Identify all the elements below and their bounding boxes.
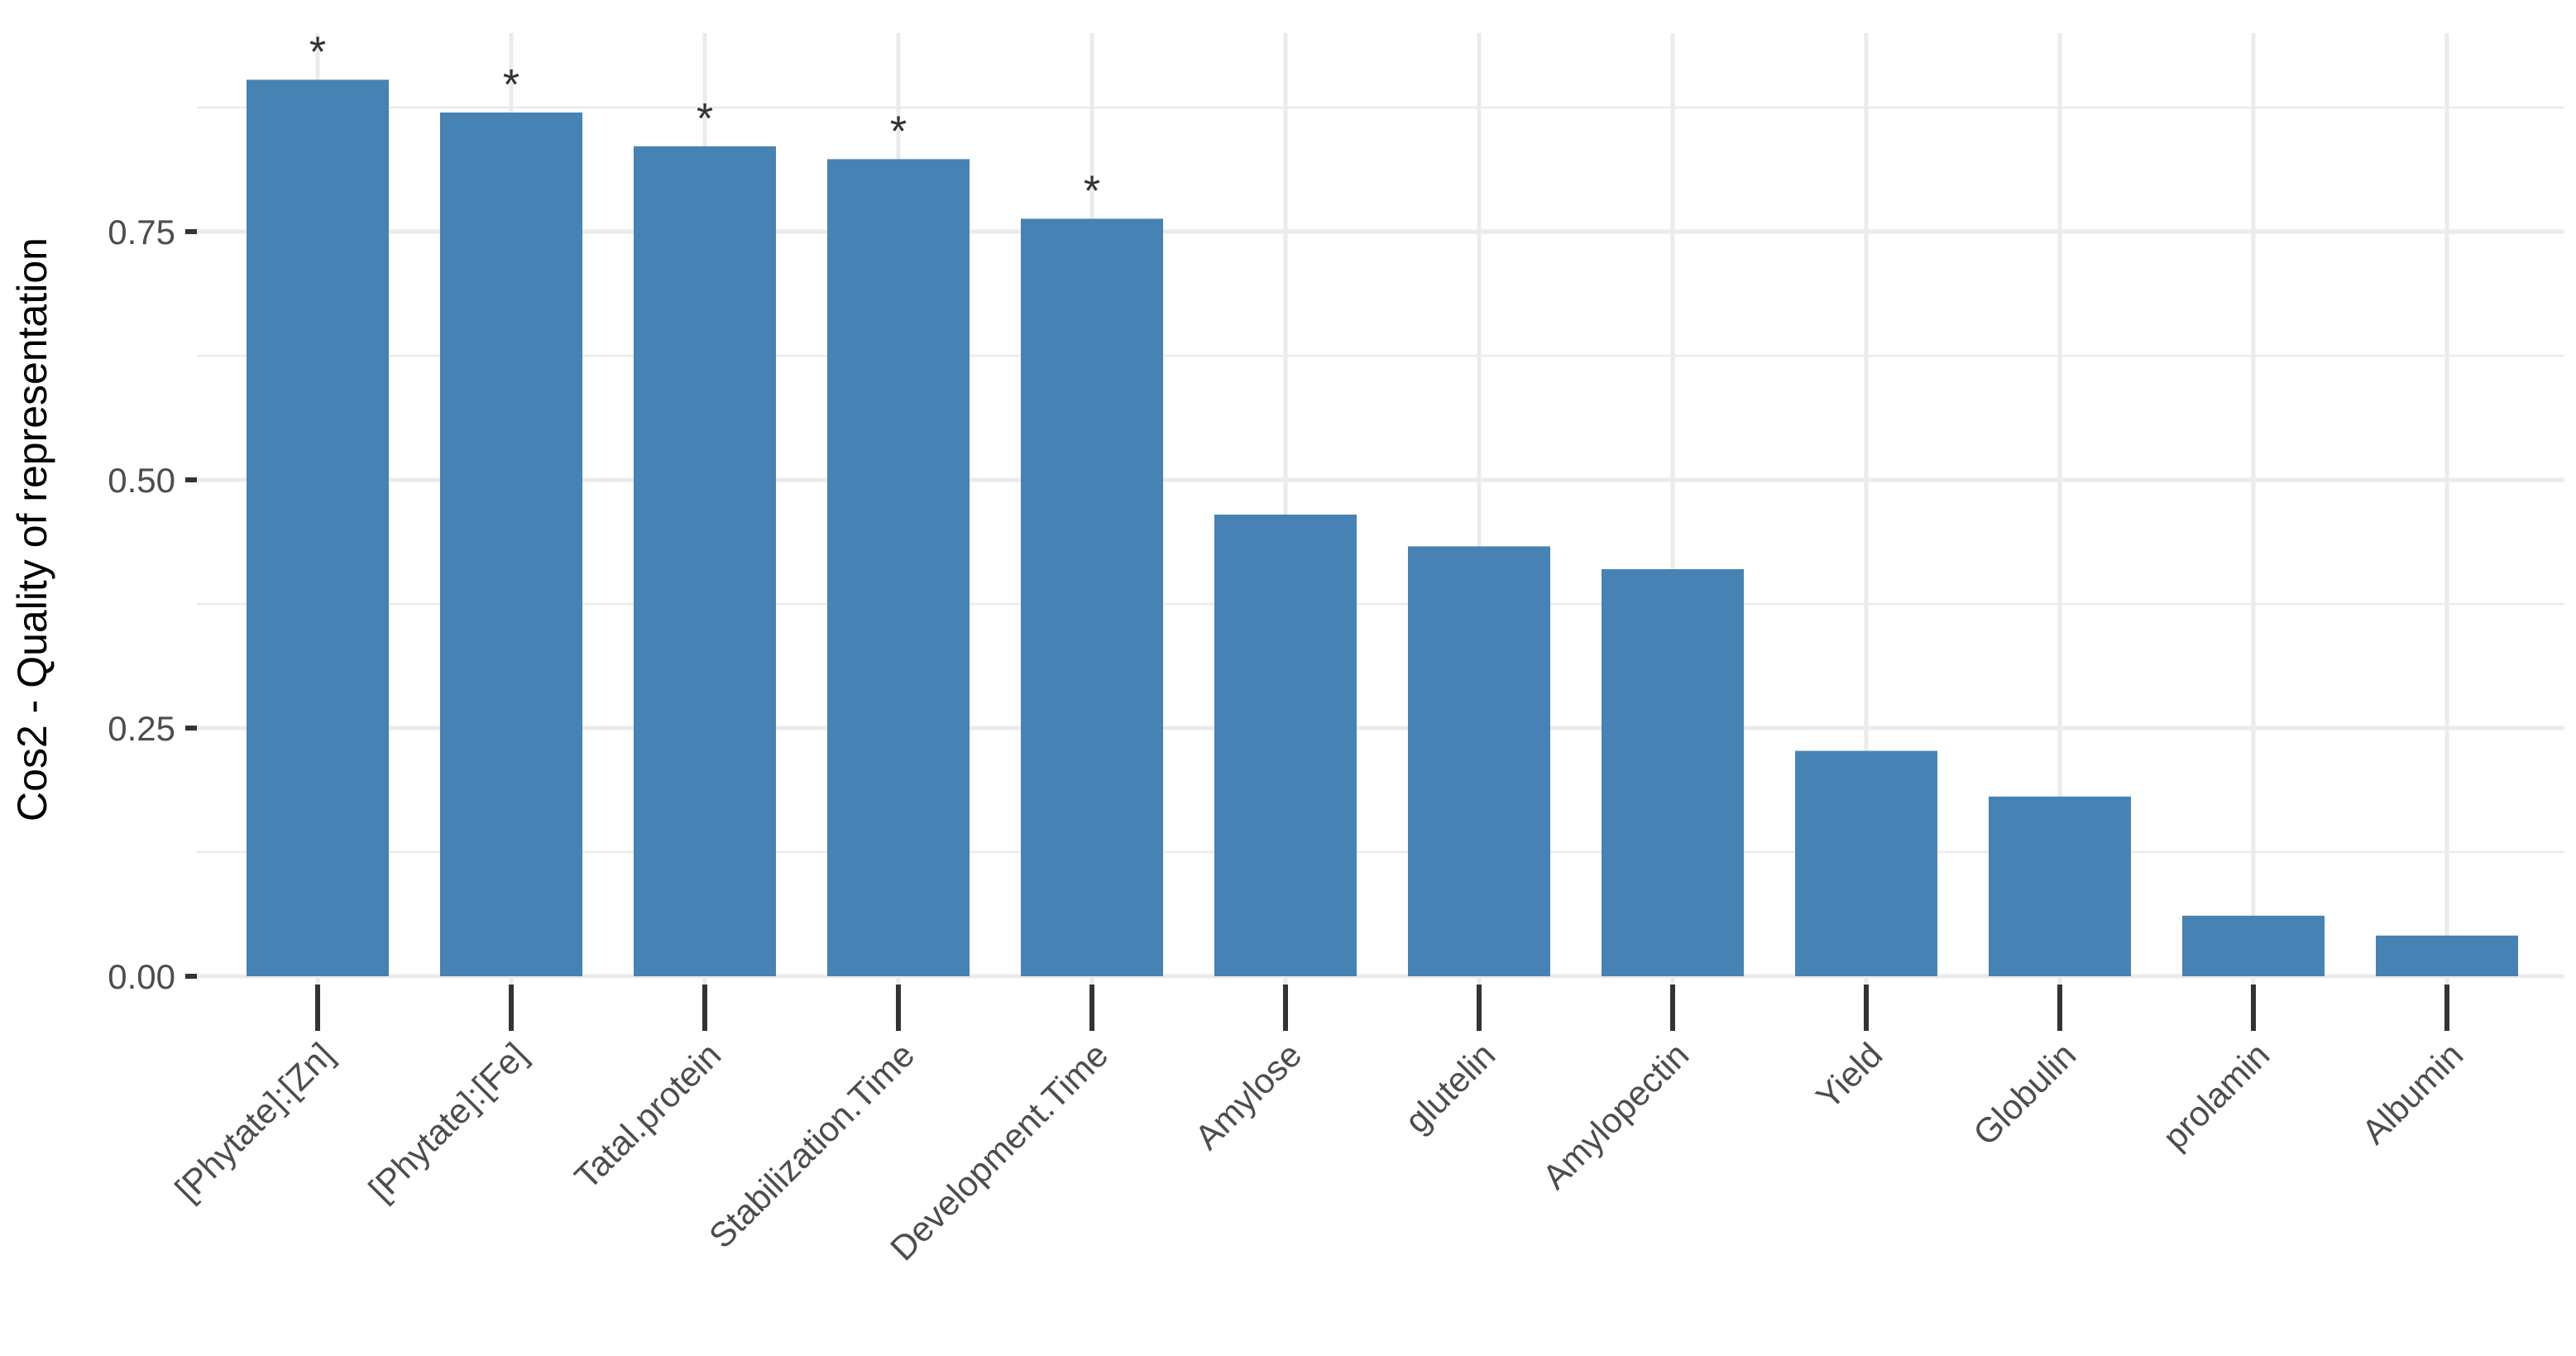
bar <box>440 113 582 976</box>
bar <box>827 159 970 976</box>
bar <box>634 146 776 977</box>
significance-marker: * <box>309 28 326 76</box>
bar <box>1408 546 1550 976</box>
x-tick-label: Tatal.protein <box>567 1035 728 1196</box>
x-tick-label: Amylose <box>1187 1035 1309 1157</box>
y-tick-label: 0.00 <box>108 957 175 996</box>
bar-layer <box>247 79 2518 977</box>
bar <box>1602 569 1744 976</box>
x-tick-label: Development.Time <box>883 1035 1115 1267</box>
x-tick-label: Globulin <box>1966 1035 2083 1152</box>
x-tick-label: Amylopectin <box>1535 1035 1696 1196</box>
x-tick-label: Albumin <box>2354 1035 2471 1152</box>
bar <box>2182 915 2325 976</box>
x-tick-label: [Phytate]:[Zn] <box>167 1035 341 1209</box>
x-tick-label: prolamin <box>2155 1035 2277 1157</box>
y-tick-label: 0.75 <box>108 213 175 252</box>
bar <box>1795 750 1937 976</box>
significance-marker: * <box>697 95 713 143</box>
x-tick-label: Yield <box>1808 1035 1889 1116</box>
x-tick-label: glutelin <box>1397 1035 1502 1140</box>
significance-marker: * <box>1084 167 1100 215</box>
bar <box>1214 515 1357 976</box>
bar <box>2376 935 2518 976</box>
bar <box>247 79 389 976</box>
x-tick-label: Stabilization.Time <box>701 1035 922 1256</box>
y-tick-label: 0.25 <box>108 709 175 748</box>
bar <box>1989 796 2131 976</box>
x-tick-label: [Phytate]:[Fe] <box>361 1035 534 1209</box>
significance-marker: * <box>503 61 520 109</box>
significance-layer: * * * * * <box>309 28 1100 215</box>
bar <box>1021 218 1163 976</box>
y-axis-title: Cos2 - Quality of representation <box>9 237 55 822</box>
y-tick-label: 0.50 <box>108 461 175 500</box>
significance-marker: * <box>890 108 907 156</box>
